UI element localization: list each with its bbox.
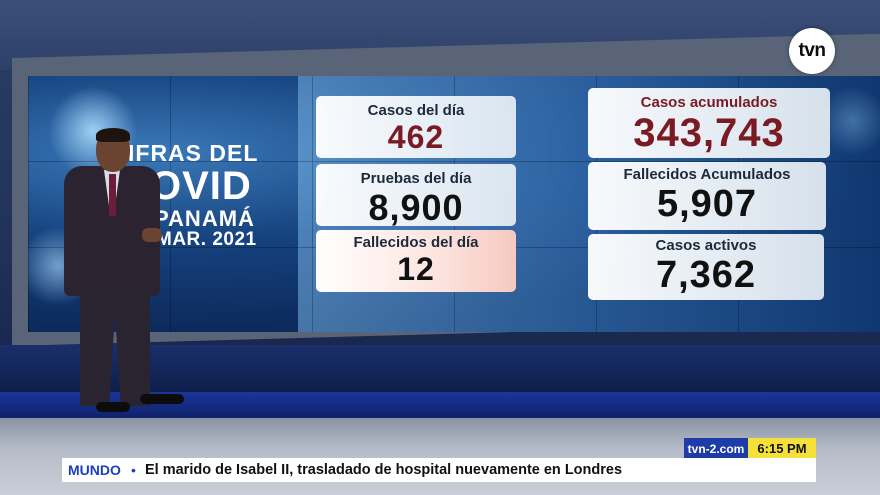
card-casos-activos: Casos activos 7,362 — [588, 234, 824, 300]
presenter-shoe — [140, 394, 184, 404]
card-label: Fallecidos del día — [353, 234, 479, 251]
card-value: 5,907 — [656, 183, 758, 225]
card-value: 8,900 — [368, 187, 464, 228]
ticker-headline: El marido de Isabel II, trasladado de ho… — [145, 462, 623, 478]
card-value: 12 — [397, 251, 435, 287]
card-label: Casos acumulados — [640, 94, 778, 111]
card-label: Fallecidos Acumulados — [623, 166, 791, 183]
wall-title-line4: MAR. 2021 — [156, 229, 257, 251]
card-label: Pruebas del día — [360, 170, 472, 187]
card-casos-del-dia: Casos del día 462 — [316, 96, 516, 158]
wall-title: IFRAS DEL OVID PANAMÁ MAR. 2021 — [128, 141, 258, 250]
presenter-pants — [80, 288, 150, 406]
card-label: Casos activos — [655, 237, 757, 254]
news-ticker: MUNDO • El marido de Isabel II, traslada… — [62, 458, 816, 482]
card-pruebas-del-dia: Pruebas del día 8,900 — [316, 164, 516, 228]
card-value: 7,362 — [655, 254, 757, 296]
card-value: 462 — [387, 119, 445, 155]
wall-title-line1: IFRAS DEL — [128, 140, 259, 166]
wall-title-line2: OVID — [150, 164, 252, 209]
presenter-shoe — [96, 402, 130, 412]
ticker-bullet: • — [131, 462, 136, 478]
card-fallecidos-del-dia: Fallecidos del día 12 — [316, 230, 516, 292]
tvn-logo: tvn — [789, 28, 835, 74]
card-casos-acumulados: Casos acumulados 343,743 — [588, 88, 830, 158]
card-value: 343,743 — [633, 111, 785, 155]
presenter — [58, 128, 188, 418]
ticker-section: MUNDO — [68, 462, 121, 478]
channel-site: tvn-2.com — [684, 438, 748, 460]
broadcast-time: 6:15 PM — [748, 438, 816, 460]
presenter-hand — [142, 228, 162, 242]
wall-title-line3: PANAMÁ — [154, 206, 255, 232]
card-label: Casos del día — [367, 102, 465, 119]
card-fallecidos-acumulados: Fallecidos Acumulados 5,907 — [588, 162, 826, 230]
presenter-tie — [109, 174, 116, 216]
presenter-hair — [96, 128, 130, 142]
